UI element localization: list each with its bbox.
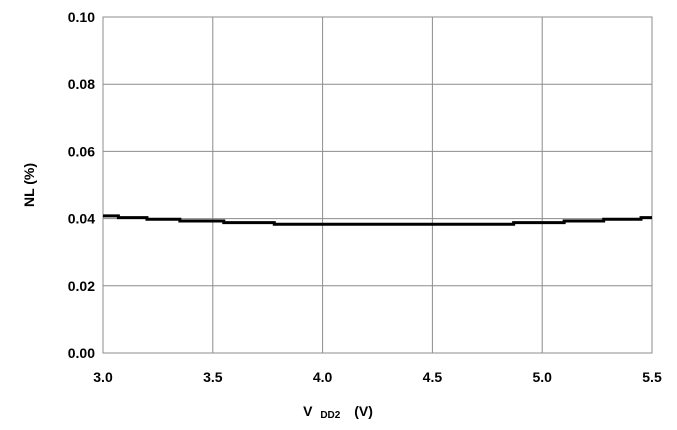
y-axis-title: NL (%) bbox=[21, 163, 37, 207]
x-axis-title-unit: (V) bbox=[354, 403, 373, 419]
y-tick-label: 0.02 bbox=[68, 278, 95, 294]
y-tick-label: 0.00 bbox=[68, 345, 95, 361]
x-tick-labels: 3.0 3.5 4.0 4.5 5.0 5.5 bbox=[93, 369, 662, 385]
x-axis-title: V DD2 (V) bbox=[303, 403, 373, 421]
plot-area bbox=[102, 16, 653, 354]
x-tick-label: 4.5 bbox=[423, 369, 443, 385]
grid-lines bbox=[102, 16, 653, 354]
series-line bbox=[103, 214, 652, 226]
y-tick-label: 0.04 bbox=[68, 211, 95, 227]
x-tick-label: 5.5 bbox=[642, 369, 662, 385]
x-tick-label: 3.5 bbox=[203, 369, 223, 385]
y-tick-label: 0.08 bbox=[68, 76, 95, 92]
series-group bbox=[103, 214, 652, 226]
x-tick-label: 3.0 bbox=[93, 369, 113, 385]
x-tick-label: 5.0 bbox=[532, 369, 552, 385]
y-tick-labels: 0.00 0.02 0.04 0.06 0.08 0.10 bbox=[68, 9, 95, 361]
y-tick-label: 0.06 bbox=[68, 143, 95, 159]
x-axis-title-subscript: DD2 bbox=[320, 410, 340, 421]
x-tick-label: 4.0 bbox=[313, 369, 333, 385]
y-tick-label: 0.10 bbox=[68, 9, 95, 25]
x-axis-title-main: V bbox=[303, 403, 313, 419]
